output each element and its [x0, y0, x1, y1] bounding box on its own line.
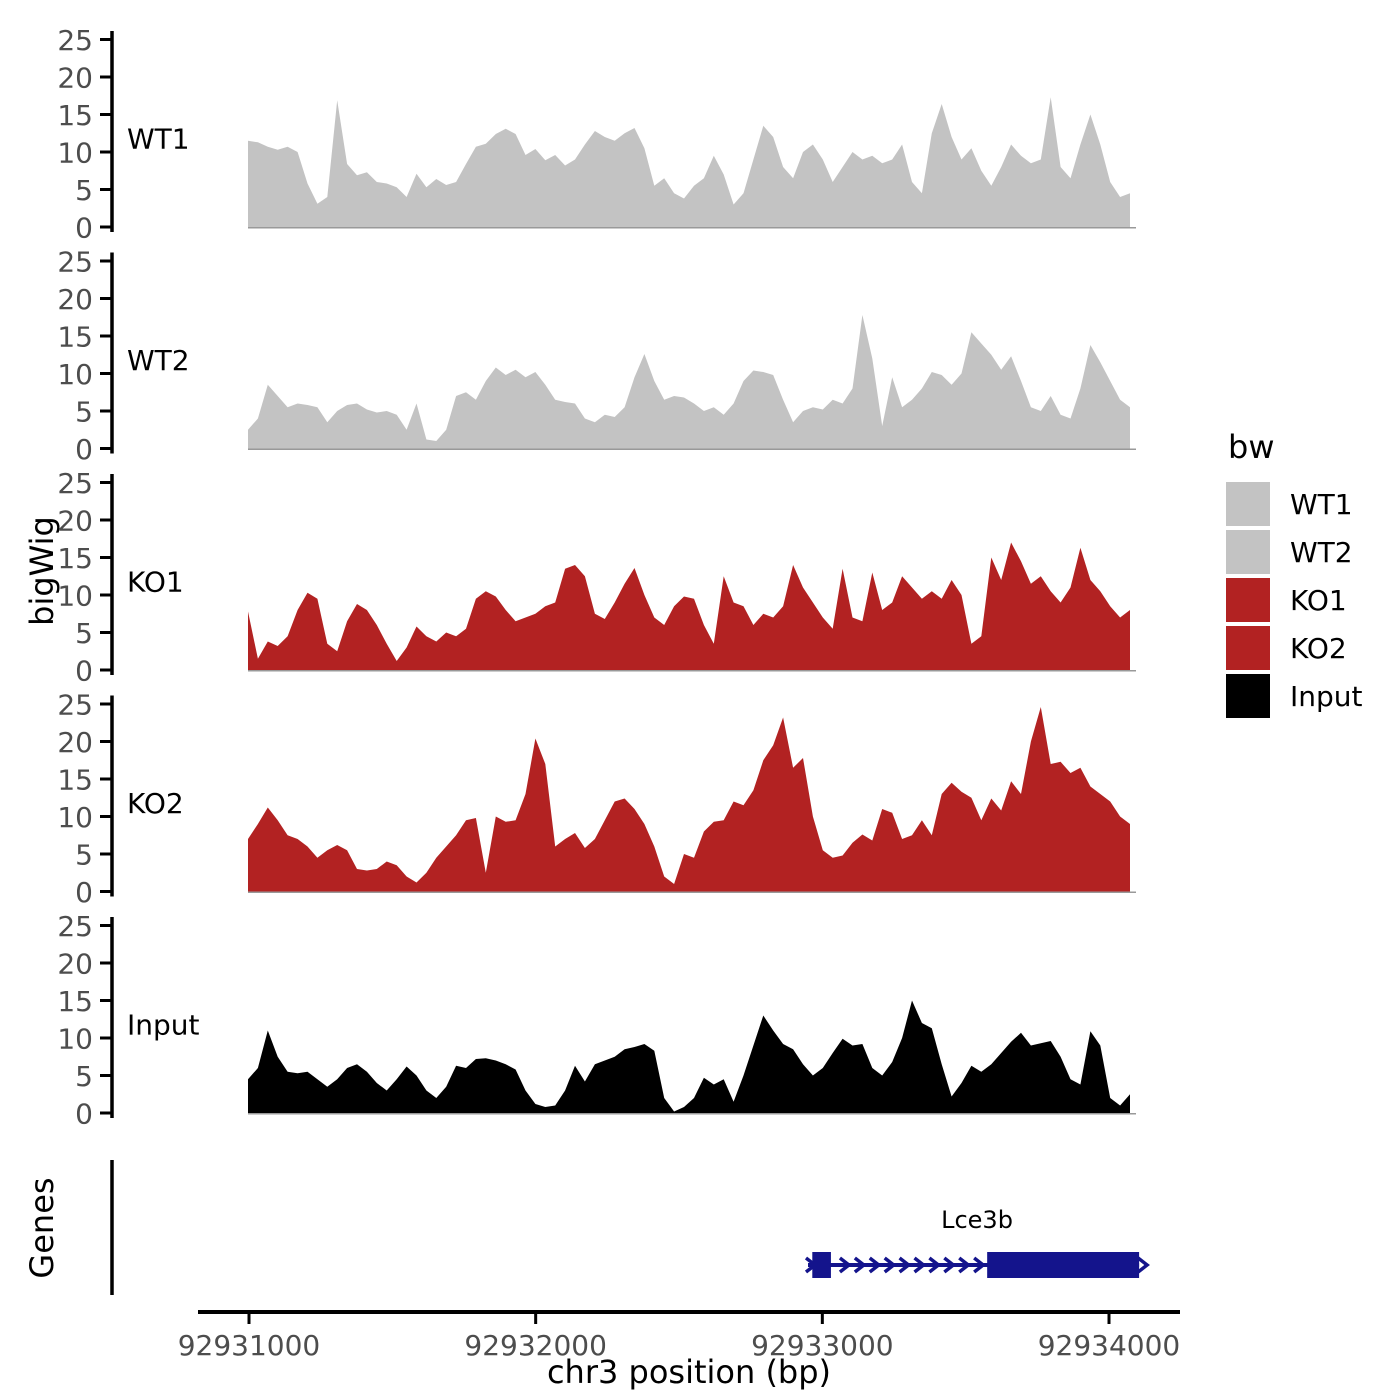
legend-label-input: Input	[1290, 679, 1363, 713]
x-tick-label-92932000: 92932000	[464, 1329, 607, 1362]
y-tick-label-wt2-15: 15	[57, 321, 93, 354]
gene-strand-arrow-4	[883, 1256, 897, 1274]
y-tick-label-wt1-15: 15	[57, 99, 93, 132]
legend-label-wt2: WT2	[1290, 535, 1353, 569]
y-tick-label-wt1-25: 25	[57, 24, 93, 57]
y-tick-label-wt1-10: 10	[57, 137, 93, 170]
y-tick-label-ko1-0: 0	[75, 655, 93, 688]
x-tick-label-92933000: 92933000	[751, 1329, 894, 1362]
y-tick-label-ko1-25: 25	[57, 467, 93, 500]
legend-item-wt1: WT1	[1226, 482, 1363, 526]
gene-strand-arrow-9	[958, 1256, 972, 1274]
y-tick-label-ko2-20: 20	[57, 726, 93, 759]
track-label-wt1: WT1	[127, 123, 190, 156]
gene-strand-arrow-10	[973, 1256, 987, 1274]
x-tick-label-92934000: 92934000	[1038, 1329, 1181, 1362]
y-tick-label-ko1-10: 10	[57, 580, 93, 613]
gene-strand-arrow-2	[853, 1256, 867, 1274]
y-tick-label-ko1-15: 15	[57, 542, 93, 575]
track-label-ko2: KO2	[127, 787, 184, 820]
y-tick-label-input-10: 10	[57, 1023, 93, 1056]
track-label-input: Input	[127, 1009, 200, 1042]
y-tick-label-ko2-25: 25	[57, 689, 93, 722]
gene-strand-arrow-3	[868, 1256, 882, 1274]
gene-exon-1	[812, 1252, 831, 1278]
track-label-wt2: WT2	[127, 344, 190, 377]
legend: bw WT1 WT2 KO1 KO2 Input	[1226, 428, 1363, 722]
gene-strand-arrow-1	[838, 1256, 852, 1274]
track-label-ko1: KO1	[127, 566, 184, 599]
legend-item-wt2: WT2	[1226, 530, 1363, 574]
gene-name-label: Lce3b	[941, 1206, 1013, 1234]
gene-strand-arrow-6	[913, 1256, 927, 1274]
gene-exon-2	[987, 1252, 1140, 1278]
y-tick-label-ko2-0: 0	[75, 876, 93, 909]
legend-title: bw	[1228, 428, 1275, 466]
x-tick-label-92931000: 92931000	[178, 1329, 321, 1362]
legend-label-ko2: KO2	[1290, 631, 1347, 665]
y-tick-label-ko2-5: 5	[75, 839, 93, 872]
track-area-wt2	[248, 315, 1130, 449]
legend-swatch-wt1	[1226, 482, 1270, 526]
y-tick-label-wt2-10: 10	[57, 358, 93, 391]
y-tick-label-wt2-20: 20	[57, 283, 93, 316]
legend-item-ko1: KO1	[1226, 578, 1363, 622]
gene-strand-arrow-end	[1137, 1256, 1150, 1274]
y-tick-label-ko1-5: 5	[75, 617, 93, 650]
y-axis-label: bigWig	[23, 516, 61, 626]
y-tick-label-wt2-0: 0	[75, 433, 93, 466]
legend-swatch-ko1	[1226, 578, 1270, 622]
track-area-ko2	[248, 707, 1130, 892]
y-tick-label-wt2-25: 25	[57, 246, 93, 279]
gene-strand-arrow-5	[898, 1256, 912, 1274]
legend-item-input: Input	[1226, 674, 1363, 718]
y-tick-label-wt1-0: 0	[75, 212, 93, 245]
gene-strand-arrow-7	[928, 1256, 942, 1274]
legend-swatch-input	[1226, 674, 1270, 718]
y-tick-label-wt1-5: 5	[75, 174, 93, 207]
y-tick-label-input-0: 0	[75, 1098, 93, 1131]
track-area-ko1	[248, 542, 1130, 670]
legend-label-ko1: KO1	[1290, 583, 1347, 617]
x-axis-title: chr3 position (bp)	[546, 1353, 832, 1391]
y-tick-label-ko1-20: 20	[57, 505, 93, 538]
y-tick-label-input-15: 15	[57, 985, 93, 1018]
track-area-wt1	[248, 97, 1130, 227]
genes-axis-label: Genes	[23, 1177, 61, 1279]
y-tick-label-input-5: 5	[75, 1060, 93, 1093]
legend-item-ko2: KO2	[1226, 626, 1363, 670]
legend-swatch-ko2	[1226, 626, 1270, 670]
legend-swatch-wt2	[1226, 530, 1270, 574]
gene-strand-arrow-8	[943, 1256, 957, 1274]
y-tick-label-ko2-15: 15	[57, 764, 93, 797]
y-tick-label-input-20: 20	[57, 948, 93, 981]
y-tick-label-ko2-10: 10	[57, 801, 93, 834]
y-tick-label-wt2-5: 5	[75, 396, 93, 429]
y-tick-label-wt1-20: 20	[57, 62, 93, 95]
track-area-input	[248, 1000, 1130, 1113]
y-tick-label-input-25: 25	[57, 910, 93, 943]
legend-label-wt1: WT1	[1290, 487, 1353, 521]
